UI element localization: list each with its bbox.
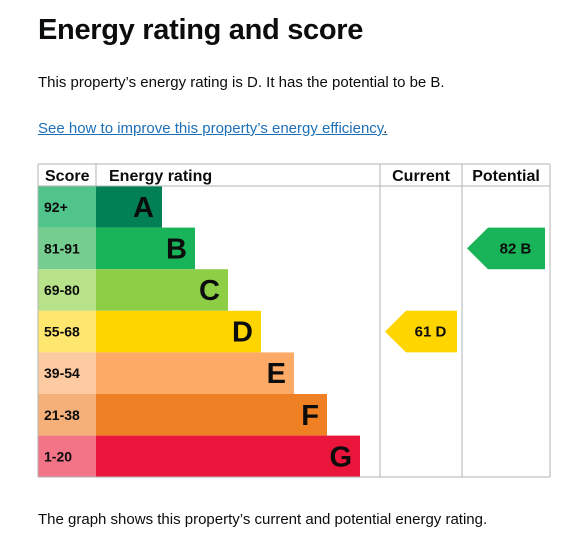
- rating-letter-e: E: [267, 358, 286, 390]
- rating-letter-b: B: [166, 233, 187, 265]
- score-cell-d: [38, 310, 96, 353]
- score-cell-g: [38, 435, 96, 478]
- current-rating-arrow: [385, 310, 457, 353]
- rating-letter-c: C: [199, 275, 220, 307]
- score-label-c: 69-80: [44, 282, 80, 298]
- potential-rating-arrow: [467, 227, 545, 270]
- rating-summary: This property’s energy rating is D. It h…: [38, 74, 445, 91]
- score-cell-c: [38, 269, 96, 311]
- header-score: Score: [45, 168, 90, 185]
- rating-bar-f: [96, 394, 327, 436]
- header-potential: Potential: [472, 168, 540, 185]
- rating-letter-f: F: [301, 400, 319, 432]
- current-rating-label: 61 D: [415, 324, 447, 341]
- score-label-e: 39-54: [44, 365, 80, 381]
- energy-rating-chart: 92+ A 81-91 B 69-80 C 55-68 D 39-54 E 21-38 F 1-20 G S…: [37, 163, 551, 478]
- header-current: Current: [392, 168, 450, 185]
- link-suffix: .: [383, 120, 388, 137]
- rating-bar-g: [96, 435, 360, 478]
- rating-bar-a: [96, 186, 162, 228]
- rating-letter-d: D: [232, 317, 253, 349]
- score-label-a: 92+: [44, 199, 68, 215]
- score-cell-b: [38, 227, 96, 270]
- score-cell-e: [38, 352, 96, 394]
- rating-bar-c: [96, 269, 228, 311]
- rating-letter-g: G: [329, 441, 352, 473]
- potential-rating-label: 82 B: [500, 240, 532, 257]
- improve-efficiency-link-text[interactable]: See how to improve this property’s energ…: [38, 120, 384, 137]
- score-cell-a: [38, 186, 96, 228]
- score-label-f: 21-38: [44, 407, 80, 423]
- rating-bar-e: [96, 352, 294, 394]
- rating-bar-b: [96, 227, 195, 270]
- score-label-b: 81-91: [44, 240, 80, 256]
- score-label-d: 55-68: [44, 324, 80, 340]
- chart-caption: The graph shows this property’s current …: [38, 511, 488, 528]
- header-energy-rating: Energy rating: [109, 168, 212, 185]
- rating-bar-d: [96, 310, 261, 353]
- score-label-g: 1-20: [44, 448, 72, 464]
- rating-letter-a: A: [133, 192, 154, 224]
- page-title: Energy rating and score: [38, 14, 364, 46]
- improve-efficiency-link[interactable]: See how to improve this property’s energ…: [38, 120, 387, 137]
- score-cell-f: [38, 394, 96, 436]
